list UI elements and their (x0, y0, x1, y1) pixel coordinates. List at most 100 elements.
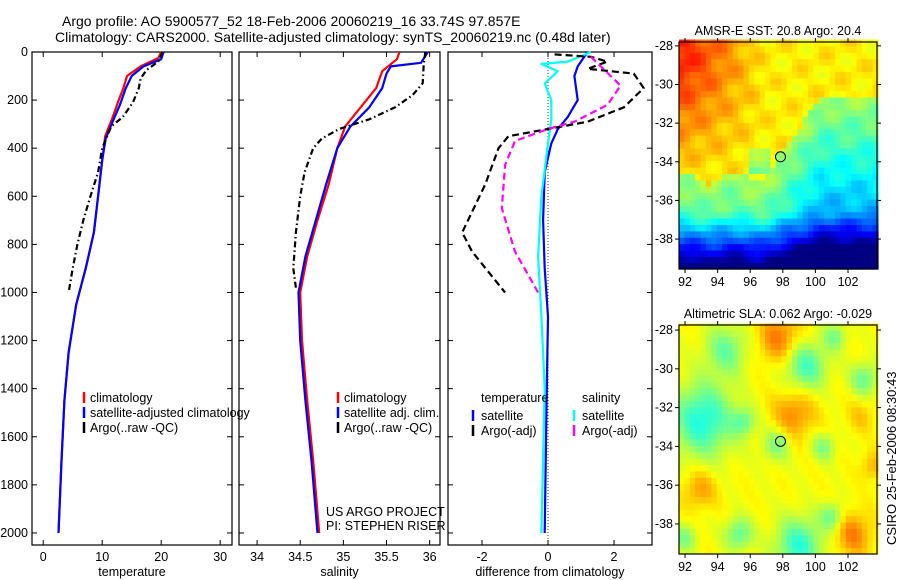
map-cell (786, 502, 793, 510)
map-cell (861, 490, 868, 497)
map-cell (770, 103, 777, 111)
map-cell (856, 483, 863, 491)
map-cell (732, 330, 739, 337)
map-cell (840, 224, 847, 232)
map-cell (802, 381, 809, 389)
map-cell (743, 451, 750, 459)
map-cell (732, 198, 739, 206)
map-cell (759, 39, 766, 47)
map-cell (705, 52, 712, 60)
map-cell (759, 71, 766, 79)
map-cell (743, 483, 750, 491)
map-cell (802, 374, 809, 382)
map-cell (791, 496, 798, 504)
map-cell (861, 96, 868, 104)
map-cell (711, 45, 718, 53)
map-cell (808, 464, 815, 472)
map-cell (695, 438, 702, 446)
map-cell (867, 381, 874, 389)
map-cell (754, 515, 761, 523)
map-cell (797, 438, 804, 446)
map-cell (759, 198, 766, 206)
map-cell (711, 374, 718, 382)
map-cell (845, 243, 852, 251)
map-cell (705, 323, 712, 331)
map-cell (727, 147, 734, 155)
map-cell (797, 509, 804, 517)
map-cell (829, 330, 836, 337)
map-cell (700, 58, 707, 66)
map-cell (829, 103, 836, 111)
map-cell (818, 515, 825, 523)
map-cell (824, 84, 831, 92)
map-cell (770, 349, 777, 357)
map-cell (802, 323, 809, 331)
map-cell (824, 381, 831, 389)
map-cell (797, 96, 804, 104)
map-cell (705, 374, 712, 382)
map-cell (689, 90, 696, 98)
map-cell (738, 205, 745, 213)
map-cell (872, 84, 879, 92)
map-cell (695, 192, 702, 200)
map-cell (759, 483, 766, 491)
map-cell (689, 84, 696, 92)
map-cell (786, 336, 793, 344)
map-cell (679, 445, 685, 453)
map-cell (775, 224, 782, 232)
map-cell (845, 470, 852, 478)
map-cell (738, 432, 745, 440)
map-cell (808, 451, 815, 459)
map-cell (738, 116, 745, 123)
map-cell (705, 179, 712, 187)
map-cell (856, 135, 863, 143)
map-cell (845, 179, 852, 187)
map-cell (770, 547, 777, 555)
map-cell (786, 52, 793, 60)
map-cell (743, 58, 750, 66)
map-cell (845, 490, 852, 497)
map-cell (743, 154, 750, 162)
map-cell (684, 198, 691, 206)
map-cell (679, 224, 685, 232)
map-cell (861, 230, 868, 238)
map-cell (813, 483, 820, 491)
map-cell (770, 336, 777, 344)
map-cell (770, 413, 777, 421)
map-cell (835, 534, 841, 542)
map-cell (684, 224, 691, 232)
map-cell (727, 167, 734, 174)
map-cell (716, 173, 723, 181)
map-cell (705, 205, 712, 213)
map-cell (781, 77, 788, 85)
map-cell (695, 362, 702, 369)
map-cell (791, 355, 798, 363)
map-cell (711, 116, 718, 123)
map-cell (786, 141, 793, 149)
map-cell (861, 400, 868, 408)
map-cell (689, 45, 696, 53)
map-cell (829, 160, 836, 168)
map-cell (732, 368, 739, 376)
map-cell (861, 147, 868, 155)
map-cell (856, 336, 863, 344)
map-cell (791, 160, 798, 168)
map-cell (716, 135, 723, 143)
map-cell (797, 186, 804, 194)
map-cell (727, 387, 734, 395)
map-cell (867, 368, 874, 376)
map-cell (732, 141, 739, 149)
map-cell (802, 394, 809, 401)
map-cell (732, 186, 739, 194)
map-cell (695, 387, 702, 395)
map-cell (775, 323, 782, 331)
map-cell (765, 400, 771, 408)
map-cell (824, 419, 831, 427)
map-cell (700, 368, 707, 376)
map-cell (743, 256, 750, 264)
map-cell (775, 406, 782, 414)
map-cell (775, 419, 782, 427)
map-cell (754, 490, 761, 497)
map-cell (727, 534, 734, 542)
map-cell (679, 192, 685, 200)
